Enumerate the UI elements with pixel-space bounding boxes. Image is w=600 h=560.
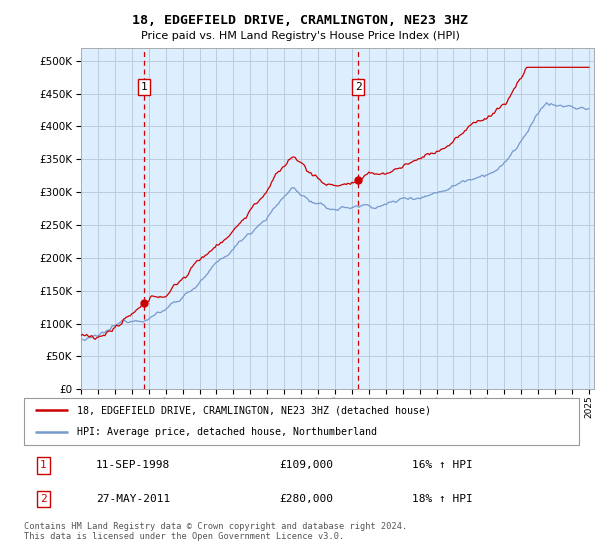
Text: 11-SEP-1998: 11-SEP-1998 (96, 460, 170, 470)
Text: 18% ↑ HPI: 18% ↑ HPI (413, 494, 473, 504)
Text: 18, EDGEFIELD DRIVE, CRAMLINGTON, NE23 3HZ: 18, EDGEFIELD DRIVE, CRAMLINGTON, NE23 3… (132, 14, 468, 27)
Text: £280,000: £280,000 (280, 494, 334, 504)
Text: Contains HM Land Registry data © Crown copyright and database right 2024.
This d: Contains HM Land Registry data © Crown c… (24, 522, 407, 542)
Text: Price paid vs. HM Land Registry's House Price Index (HPI): Price paid vs. HM Land Registry's House … (140, 31, 460, 41)
FancyBboxPatch shape (24, 398, 579, 445)
Text: 16% ↑ HPI: 16% ↑ HPI (413, 460, 473, 470)
Text: 1: 1 (140, 82, 147, 92)
Text: 18, EDGEFIELD DRIVE, CRAMLINGTON, NE23 3HZ (detached house): 18, EDGEFIELD DRIVE, CRAMLINGTON, NE23 3… (77, 405, 431, 416)
Text: 27-MAY-2011: 27-MAY-2011 (96, 494, 170, 504)
Text: 1: 1 (40, 460, 47, 470)
Text: 2: 2 (40, 494, 47, 504)
Text: £109,000: £109,000 (280, 460, 334, 470)
Text: 2: 2 (355, 82, 362, 92)
Text: HPI: Average price, detached house, Northumberland: HPI: Average price, detached house, Nort… (77, 427, 377, 437)
